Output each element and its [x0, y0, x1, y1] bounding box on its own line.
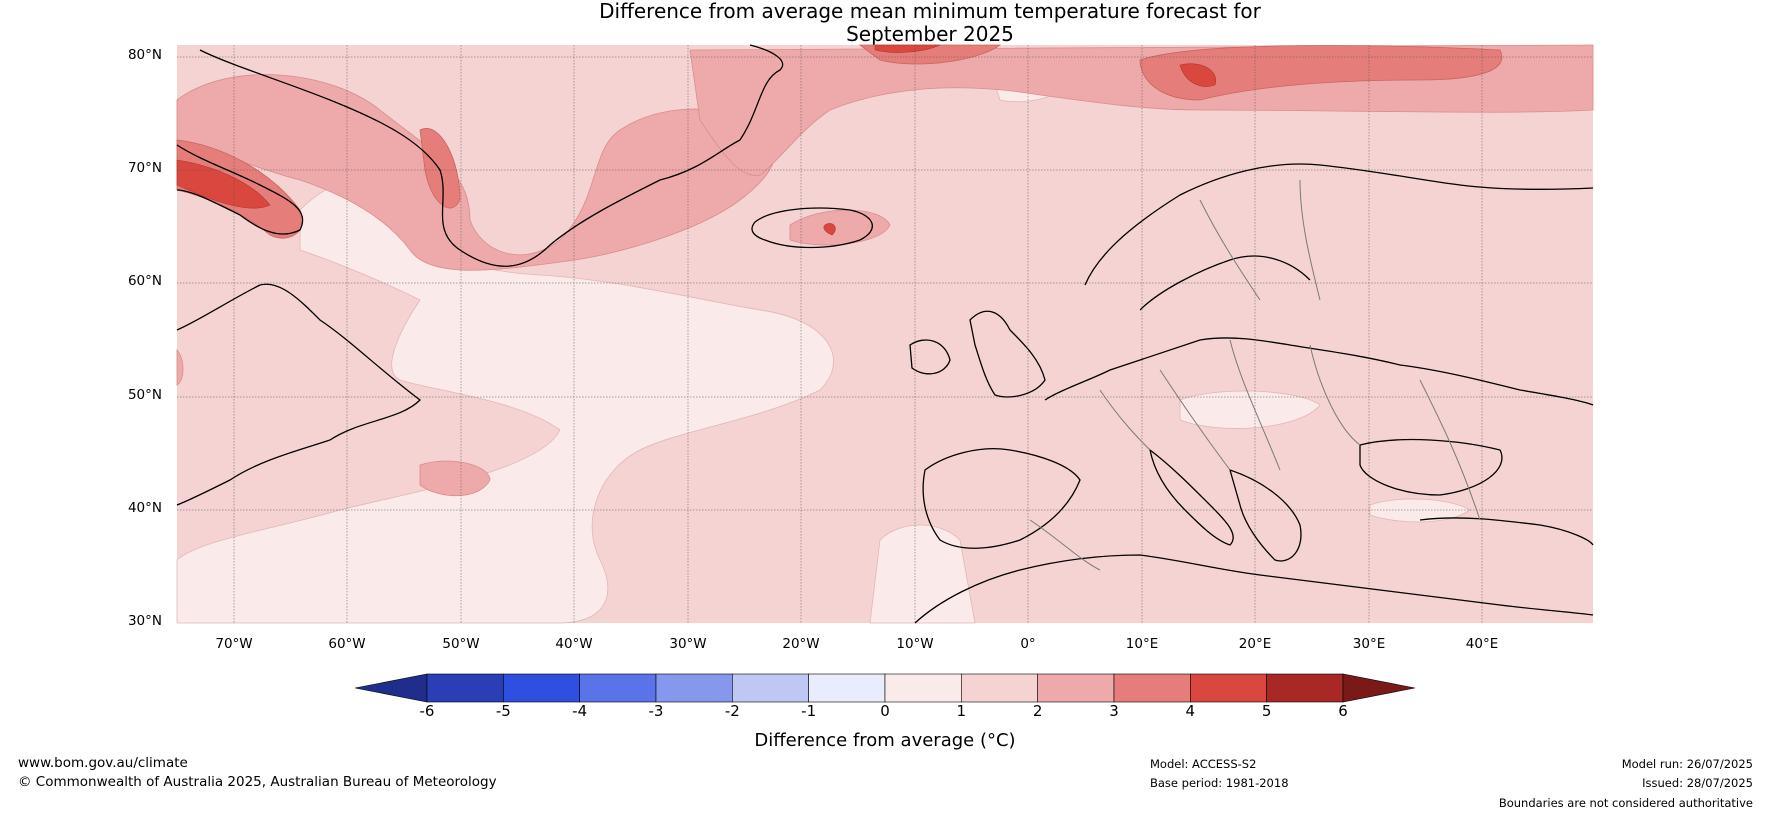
lon-tick-30e: 30°E — [1352, 636, 1386, 652]
colorbar-tick-label: -2 — [724, 702, 740, 720]
colorbar-segment — [884, 673, 962, 703]
title-line-2: September 2025 — [846, 22, 1014, 46]
country-borders — [1029, 179, 1481, 571]
colorbar-segment — [1266, 673, 1344, 703]
lon-tick-40e: 40°E — [1465, 636, 1499, 652]
footer-model-run: Model run: 26/07/2025 — [1621, 757, 1753, 771]
lon-tick-70w: 70°W — [215, 636, 253, 652]
lon-tick-50w: 50°W — [442, 636, 480, 652]
lat-tick-60: 60°N — [127, 273, 162, 289]
colorbar-label: Difference from average (°C) — [754, 730, 1016, 751]
colorbar-extend-low — [354, 673, 428, 703]
colorbar-segment — [579, 673, 657, 703]
colorbar-tick-label: 6 — [1338, 702, 1348, 720]
lon-tick-0: 0° — [1020, 636, 1036, 652]
colorbar-segment — [961, 673, 1038, 703]
coastlines — [176, 44, 1594, 624]
footer-model: Model: ACCESS-S2 — [1150, 757, 1257, 771]
footer-base-period: Base period: 1981-2018 — [1150, 776, 1289, 790]
anomaly-4-5-regions — [176, 44, 1217, 236]
colorbar-tick-label: 5 — [1261, 702, 1272, 720]
lon-tick-30w: 30°W — [669, 636, 707, 652]
colorbar-tick-label: 0 — [880, 702, 890, 720]
lon-tick-10w: 10°W — [896, 636, 934, 652]
colorbar-tick-label: 1 — [956, 702, 967, 720]
colorbar-segment — [503, 673, 580, 703]
footer-issued: Issued: 28/07/2025 — [1642, 776, 1753, 790]
colorbar-tick-label: -6 — [419, 702, 435, 720]
lat-tick-40: 40°N — [127, 500, 162, 516]
lon-tick-20e: 20°E — [1238, 636, 1272, 652]
colorbar-tick-label: -4 — [572, 702, 588, 720]
title-line-1: Difference from average mean minimum tem… — [599, 0, 1261, 23]
colorbar-segment — [732, 673, 809, 703]
colorbar-tick-label: 2 — [1032, 702, 1043, 720]
colorbar — [354, 673, 1416, 703]
lon-tick-60w: 60°W — [328, 636, 366, 652]
colorbar-tick-label: -1 — [801, 702, 817, 720]
colorbar-tick-label: -5 — [495, 702, 511, 720]
lat-tick-50: 50°N — [127, 387, 162, 403]
map-graticule — [177, 45, 1593, 623]
footer-copyright: © Commonwealth of Australia 2025, Austra… — [18, 774, 497, 790]
footer-website: www.bom.gov.au/climate — [18, 755, 188, 771]
lon-tick-20w: 20°W — [782, 636, 820, 652]
colorbar-tick-label: 4 — [1185, 702, 1196, 720]
colorbar-tick-label: 3 — [1109, 702, 1119, 720]
lon-tick-10e: 10°E — [1125, 636, 1159, 652]
lat-tick-80: 80°N — [127, 47, 162, 63]
colorbar-segment — [1113, 673, 1191, 703]
colorbar-segment — [1190, 673, 1267, 703]
lat-tick-70: 70°N — [127, 160, 162, 176]
colorbar-segment — [808, 673, 886, 703]
colorbar-segment — [655, 673, 733, 703]
colorbar-extend-high — [1342, 673, 1416, 703]
lat-tick-30: 30°N — [127, 613, 162, 629]
colorbar-tick-label: -3 — [648, 702, 664, 720]
footer-disclaimer: Boundaries are not considered authoritat… — [1498, 796, 1753, 810]
colorbar-segment — [426, 673, 504, 703]
colorbar-segment — [1037, 673, 1115, 703]
lon-tick-40w: 40°W — [555, 636, 593, 652]
chart-title: Difference from average mean minimum tem… — [0, 0, 1770, 46]
